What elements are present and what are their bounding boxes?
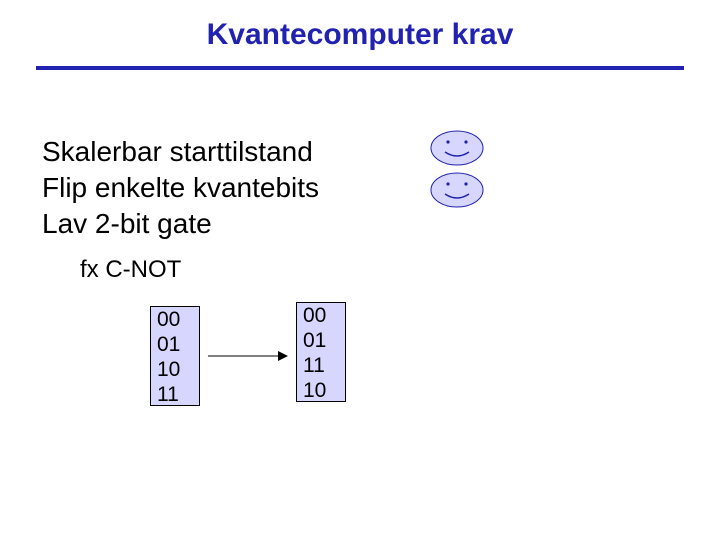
title-underline [36,66,684,70]
cnot-out-0: 00 [303,303,345,328]
cnot-out-2: 11 [303,353,345,378]
bullet-2: Flip enkelte kvantebits [42,172,319,204]
cnot-out-3: 10 [303,378,345,403]
cnot-input-box: 00 01 10 11 [150,306,200,406]
slide-title: Kvantecomputer krav [0,18,720,52]
cnot-in-2: 10 [157,357,199,382]
smiley-icon [430,172,484,208]
cnot-in-0: 00 [157,307,199,332]
cnot-in-3: 11 [157,382,199,407]
slide: { "title": { "text": "Kvantecomputer kra… [0,0,720,540]
cnot-output-box: 00 01 11 10 [296,302,346,402]
bullet-3: Lav 2-bit gate [42,208,212,240]
sub-bullet: fx C-NOT [80,256,181,284]
bullet-1: Skalerbar starttilstand [42,136,313,168]
arrow-icon [206,346,290,366]
cnot-in-1: 01 [157,332,199,357]
smiley-icon [430,130,484,166]
cnot-out-1: 01 [303,328,345,353]
